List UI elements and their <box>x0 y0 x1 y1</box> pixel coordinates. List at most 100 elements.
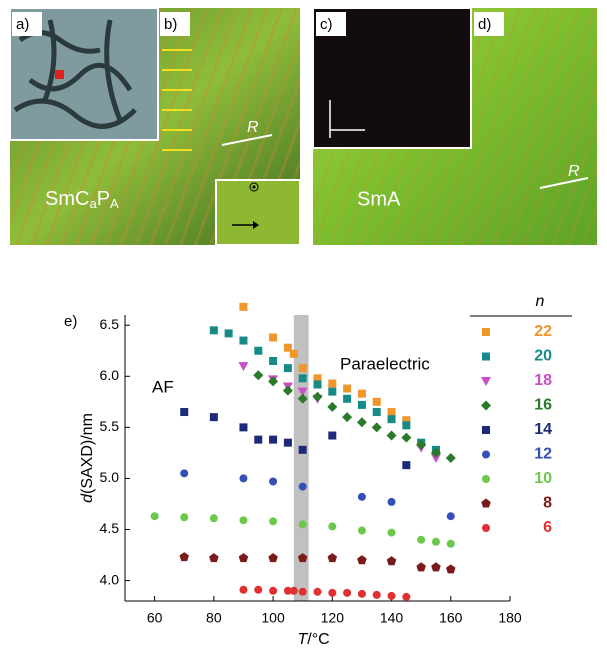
y-tick-label: 5.5 <box>100 418 120 434</box>
legend-marker <box>481 498 491 508</box>
point <box>254 435 263 444</box>
r-label: R <box>247 119 259 136</box>
annotation: Paraelectric <box>340 354 430 373</box>
transition-band <box>293 315 309 601</box>
point <box>387 528 396 537</box>
point <box>430 454 441 463</box>
point <box>357 589 366 598</box>
point <box>357 389 366 398</box>
point <box>431 562 441 572</box>
point <box>224 329 233 338</box>
point <box>209 514 218 523</box>
x-tick-label: 80 <box>206 610 222 626</box>
point <box>283 343 292 352</box>
point <box>297 387 308 397</box>
point <box>269 477 278 486</box>
point <box>179 552 189 562</box>
point <box>327 553 338 563</box>
x-tick-label: 120 <box>321 610 345 626</box>
point <box>357 400 366 409</box>
point <box>239 423 248 432</box>
phase-label: SmCaPA <box>45 188 119 211</box>
point <box>269 333 278 342</box>
panel-label: c) <box>320 16 333 33</box>
y-tick-label: 5.0 <box>100 469 120 485</box>
point <box>289 349 298 358</box>
point <box>446 512 455 521</box>
point <box>342 412 353 423</box>
point <box>239 302 248 311</box>
point <box>298 445 307 454</box>
point <box>209 326 218 335</box>
legend-title: n <box>536 293 545 310</box>
point <box>372 397 381 406</box>
annotation: AF <box>152 377 174 396</box>
point <box>328 379 337 388</box>
photo-right <box>312 7 597 245</box>
legend-marker <box>482 352 490 361</box>
legend-label: 20 <box>534 348 552 365</box>
x-label-unit: /°C <box>307 631 329 648</box>
point <box>328 522 337 531</box>
point <box>402 592 411 601</box>
point <box>238 553 249 563</box>
point <box>298 587 307 596</box>
panel-label: e) <box>64 313 77 330</box>
point <box>387 497 396 506</box>
x-tick-label: 140 <box>380 610 404 626</box>
point <box>239 585 248 594</box>
point <box>289 586 298 595</box>
legend-label: 12 <box>534 446 552 463</box>
point <box>269 586 278 595</box>
point <box>387 415 396 424</box>
y-label-var: d <box>79 493 96 503</box>
point <box>402 421 411 430</box>
y-axis-label: d(SAXD)/nm <box>79 413 96 503</box>
point <box>402 461 411 470</box>
legend-label: 14 <box>534 421 552 438</box>
point <box>283 438 292 447</box>
x-tick-label: 160 <box>439 610 463 626</box>
point <box>297 393 308 404</box>
point <box>386 556 397 566</box>
point <box>150 512 159 521</box>
point <box>343 384 352 393</box>
legend-label: 22 <box>534 323 552 340</box>
point <box>417 535 426 544</box>
point <box>298 374 307 383</box>
phase-text: SmC <box>45 188 89 210</box>
point <box>327 401 338 412</box>
x-tick-label: 60 <box>147 610 163 626</box>
point <box>254 346 263 355</box>
phase-sub: A <box>110 196 119 211</box>
point <box>269 435 278 444</box>
point <box>356 417 367 428</box>
phase-label: SmA <box>357 188 401 210</box>
point <box>372 590 381 599</box>
point <box>180 513 189 522</box>
point <box>387 591 396 600</box>
legend-label: 6 <box>543 519 552 536</box>
legend-marker <box>482 475 490 483</box>
point <box>328 588 337 597</box>
legend-marker <box>482 328 490 336</box>
legend-marker <box>481 377 491 386</box>
point <box>387 408 396 417</box>
x-label-var: T <box>298 631 309 648</box>
r-label: R <box>568 163 580 180</box>
panel-label: d) <box>478 16 491 33</box>
panel-label: a) <box>16 16 29 33</box>
point <box>313 587 322 596</box>
panel-label: b) <box>164 16 177 33</box>
point <box>446 564 456 574</box>
legend-marker <box>481 400 491 411</box>
point <box>180 408 189 417</box>
x-axis-label: T/°C <box>298 631 330 648</box>
legend-label: 18 <box>534 372 552 389</box>
phase-sub: a <box>89 196 97 211</box>
point <box>371 422 382 433</box>
point <box>446 539 455 548</box>
point <box>402 416 411 425</box>
point <box>238 362 249 372</box>
